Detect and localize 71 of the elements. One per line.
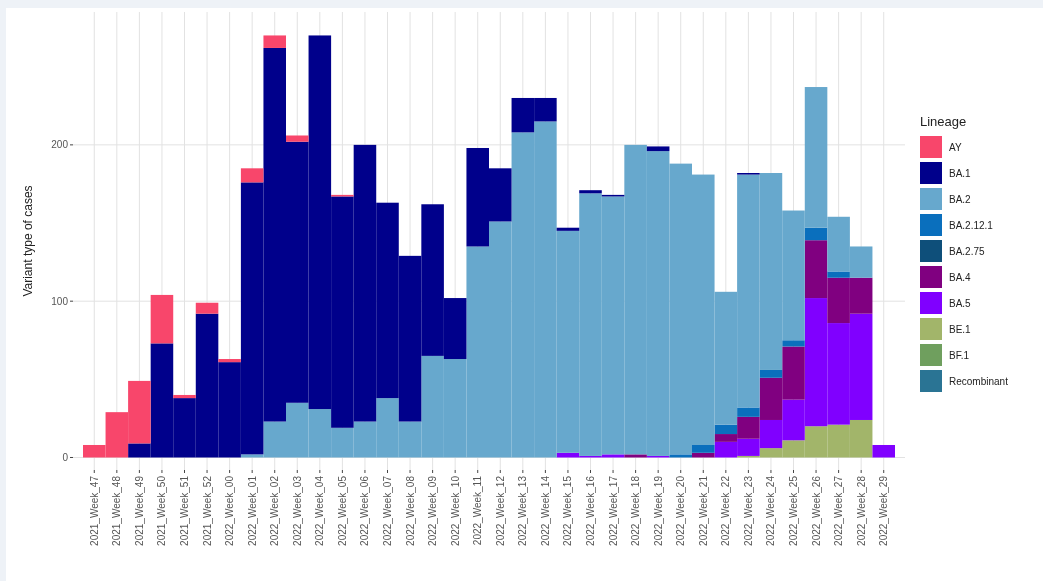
x-tick-label: 2022_Week_02 — [269, 475, 281, 546]
bar — [286, 135, 309, 142]
x-tick-label: 2022_Week_01 — [246, 475, 258, 546]
bar — [218, 359, 241, 363]
x-tick-label: 2022_Week_22 — [720, 475, 732, 546]
x-tick-label: 2022_Week_04 — [314, 475, 326, 546]
x-tick-label: 2022_Week_13 — [517, 475, 529, 546]
x-tick-label: 2022_Week_06 — [359, 475, 371, 546]
x-tick-label: 2021_Week_49 — [133, 475, 145, 546]
bar — [692, 444, 715, 453]
x-tick-label: 2022_Week_27 — [833, 475, 845, 546]
bar — [804, 227, 828, 241]
bar — [827, 271, 850, 278]
x-tick-label: 2022_Week_19 — [652, 475, 664, 546]
x-tick-label: 2022_Week_18 — [630, 475, 642, 546]
x-tick-label: 2022_Week_05 — [336, 475, 348, 546]
legend-label: Recombinant — [949, 375, 1009, 387]
legend-label: BA.1 — [949, 167, 972, 179]
x-tick-label: 2022_Week_07 — [382, 475, 393, 546]
x-tick-label: 2022_Week_23 — [742, 475, 754, 546]
x-tick-label: 2022_Week_28 — [855, 475, 867, 546]
x-tick-label: 2022_Week_26 — [810, 475, 822, 546]
legend-label: BF.1 — [949, 349, 970, 361]
x-tick-label: 2022_Week_17 — [607, 475, 619, 546]
x-tick-label: 2022_Week_10 — [449, 475, 461, 546]
x-tick-label: 2022_Week_20 — [675, 475, 687, 546]
legend-label: AY — [949, 141, 962, 153]
x-tick-label: 2022_Week_25 — [788, 475, 799, 546]
bar — [714, 424, 738, 435]
bar — [173, 394, 196, 399]
bar — [759, 369, 783, 378]
x-tick-label: 2022_Week_00 — [224, 475, 236, 546]
x-tick-label: 2022_Week_14 — [539, 475, 551, 546]
legend-title: Lineage — [920, 114, 967, 129]
x-tick-label: 2021_Week_51 — [179, 475, 190, 546]
x-tick-label: 2021_Week_50 — [156, 475, 168, 546]
bar — [669, 454, 692, 458]
bar — [737, 407, 760, 417]
legend-label: BA.5 — [949, 297, 972, 309]
bar — [195, 302, 219, 314]
legend-label: BA.2.75 — [949, 245, 986, 257]
x-tick-label: 2022_Week_12 — [494, 475, 506, 546]
bar — [782, 340, 805, 347]
x-tick-label: 2022_Week_29 — [878, 475, 890, 546]
legend-label: BA.2.12.1 — [949, 219, 994, 231]
legend-label: BE.1 — [949, 323, 972, 335]
x-tick-label: 2022_Week_08 — [404, 475, 416, 546]
x-tick-label: 2021_Week_47 — [88, 475, 100, 546]
bar — [263, 35, 286, 48]
x-tick-label: 2022_Week_11 — [472, 475, 484, 546]
bar — [150, 294, 174, 344]
y-tick-label: 200 — [51, 139, 69, 151]
legend-label: BA.2 — [949, 193, 972, 205]
bar — [646, 146, 670, 152]
y-axis-title: Variant type of cases — [21, 185, 35, 297]
bar — [240, 168, 264, 183]
bar — [556, 227, 580, 231]
x-tick-label: 2022_Week_09 — [427, 475, 439, 546]
x-tick-label: 2022_Week_03 — [291, 475, 303, 546]
legend-label: BA.4 — [949, 271, 972, 283]
bar — [579, 190, 602, 194]
x-tick-label: 2022_Week_24 — [765, 475, 777, 546]
x-tick-label: 2021_Week_52 — [201, 475, 213, 546]
x-tick-label: 2021_Week_48 — [111, 475, 123, 546]
x-tick-label: 2022_Week_15 — [562, 475, 574, 546]
bar — [624, 454, 647, 458]
bar — [872, 444, 895, 458]
y-tick-label: 0 — [62, 451, 69, 463]
x-tick-label: 2022_Week_21 — [697, 475, 709, 546]
x-tick-label: 2022_Week_16 — [585, 475, 596, 546]
y-tick-label: 100 — [51, 295, 69, 307]
